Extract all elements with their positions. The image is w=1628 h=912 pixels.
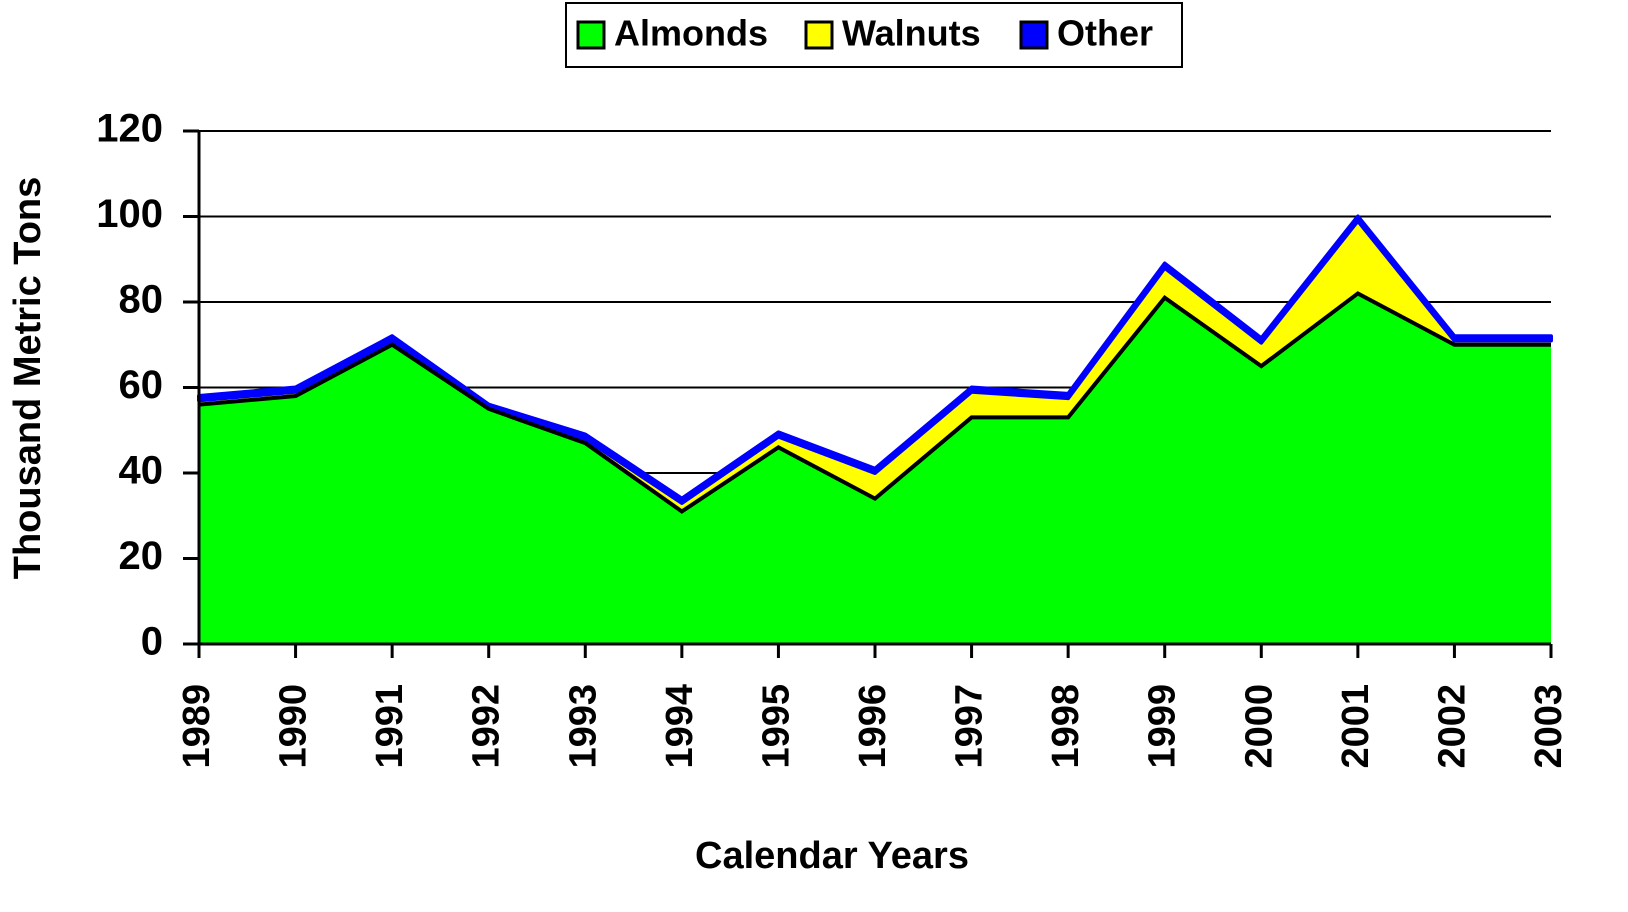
x-axis-label: Calendar Years bbox=[695, 835, 969, 877]
x-tick-label: 1989 bbox=[176, 684, 218, 769]
x-tick-label: 1998 bbox=[1045, 684, 1087, 769]
almonds-edge bbox=[198, 291, 1551, 514]
x-tick-label: 1992 bbox=[466, 684, 508, 769]
x-tick-label: 2002 bbox=[1431, 684, 1473, 769]
legend-label: Almonds bbox=[614, 13, 768, 54]
y-tick-label: 80 bbox=[119, 278, 164, 322]
y-tick-label: 0 bbox=[141, 620, 163, 664]
y-tick-label: 60 bbox=[119, 363, 164, 407]
y-tick-label: 100 bbox=[96, 192, 163, 236]
area bbox=[197, 214, 1553, 505]
x-tick-label: 1993 bbox=[562, 684, 604, 769]
legend-swatch bbox=[1019, 20, 1049, 50]
area bbox=[199, 293, 1551, 644]
legend-swatch bbox=[576, 20, 606, 50]
x-tick-label: 1990 bbox=[273, 684, 315, 769]
y-tick-label: 120 bbox=[96, 107, 163, 151]
x-tick-label: 2003 bbox=[1528, 684, 1570, 769]
x-tick-label: 1997 bbox=[949, 684, 991, 769]
y-tick-label: 40 bbox=[119, 449, 164, 493]
legend-swatch bbox=[804, 20, 834, 50]
x-tick-label: 1995 bbox=[755, 684, 797, 769]
x-tick-label: 1991 bbox=[369, 684, 411, 769]
legend-label: Other bbox=[1057, 13, 1153, 54]
legend-label: Walnuts bbox=[842, 13, 981, 54]
x-tick-label: 1994 bbox=[659, 684, 701, 769]
x-tick-label: 2000 bbox=[1238, 684, 1280, 769]
legend-box bbox=[565, 2, 1183, 68]
y-tick-label: 20 bbox=[119, 534, 164, 578]
y-axis-label: Thousand Metric Tons bbox=[7, 177, 49, 580]
x-tick-label: 2001 bbox=[1335, 684, 1377, 769]
x-tick-label: 1999 bbox=[1142, 684, 1184, 769]
x-tick-label: 1996 bbox=[852, 684, 894, 769]
